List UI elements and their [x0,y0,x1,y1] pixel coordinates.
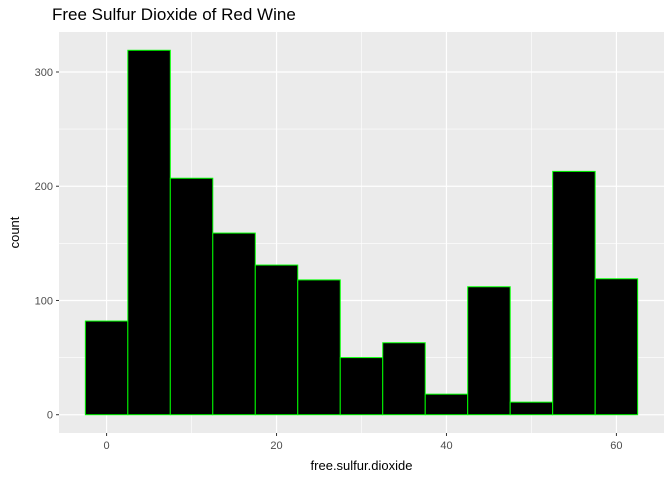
histogram-bar [339,357,384,416]
histogram-bar [297,279,341,416]
histogram-bar [127,49,171,416]
x-tick-label: 40 [440,440,452,452]
histogram-bar [254,264,299,416]
y-tick-label: 0 [47,410,53,422]
histogram-bar [212,232,256,416]
x-axis: 0 20 40 60 [104,433,623,452]
y-axis-title: count [7,216,22,248]
y-tick-label: 200 [35,181,53,193]
y-axis: 0 100 200 300 [35,67,59,422]
histogram-bar [424,393,469,416]
histogram-bar [594,278,639,416]
y-tick-label: 100 [35,295,53,307]
histogram-bar [84,320,129,416]
x-axis-title: free.sulfur.dioxide [311,458,413,473]
chart-title: Free Sulfur Dioxide of Red Wine [52,5,296,24]
y-tick-label: 300 [35,67,53,79]
histogram-bar [552,170,596,416]
histogram-bar [509,401,554,416]
x-tick-label: 60 [610,440,622,452]
x-tick-label: 0 [104,440,110,452]
x-tick-label: 20 [270,440,282,452]
histogram-bar [467,286,511,416]
histogram-bars [84,49,639,416]
histogram-bar [169,177,214,416]
histogram-bar [382,342,426,416]
